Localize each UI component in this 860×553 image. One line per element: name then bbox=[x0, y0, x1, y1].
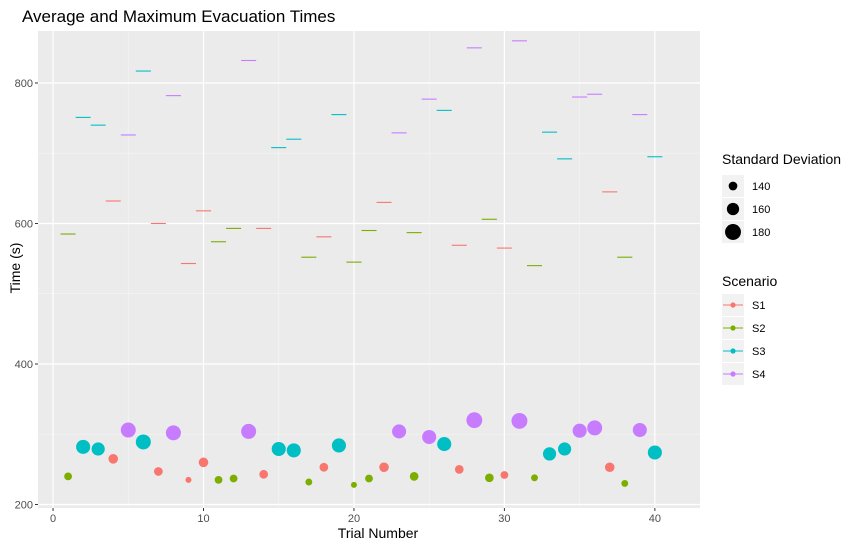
avg-time-point bbox=[64, 472, 72, 481]
avg-time-point bbox=[120, 422, 136, 438]
chart-title: Average and Maximum Evacuation Times bbox=[22, 7, 335, 26]
avg-time-point bbox=[350, 481, 357, 488]
avg-time-point bbox=[365, 474, 373, 483]
avg-time-point bbox=[587, 420, 603, 436]
x-tick-label: 40 bbox=[649, 513, 661, 525]
y-tick-label: 200 bbox=[15, 499, 33, 511]
avg-time-point bbox=[454, 465, 464, 474]
avg-time-point bbox=[604, 462, 615, 473]
avg-time-points bbox=[64, 412, 662, 488]
avg-time-point bbox=[331, 438, 346, 453]
avg-time-point bbox=[271, 441, 286, 457]
y-tick-label: 800 bbox=[15, 78, 33, 90]
avg-time-point bbox=[319, 462, 329, 472]
x-tick-label: 10 bbox=[197, 513, 209, 525]
avg-time-point bbox=[557, 442, 572, 456]
size-legend-label: 180 bbox=[752, 227, 770, 239]
avg-time-point bbox=[466, 412, 483, 429]
avg-time-point bbox=[91, 442, 105, 456]
scenario-legend-dot bbox=[730, 302, 736, 308]
avg-time-point bbox=[259, 469, 269, 479]
avg-time-point bbox=[76, 439, 91, 454]
avg-time-point bbox=[485, 473, 494, 483]
avg-time-point bbox=[422, 429, 437, 445]
size-legend-label: 140 bbox=[752, 181, 770, 193]
avg-time-point bbox=[185, 476, 192, 483]
x-axis-ticks: 0 10 20 30 40 bbox=[50, 508, 661, 525]
x-tick-label: 30 bbox=[498, 513, 510, 525]
avg-time-point bbox=[392, 424, 407, 439]
size-legend-label: 160 bbox=[752, 204, 770, 216]
avg-time-point bbox=[229, 474, 238, 483]
avg-time-point bbox=[511, 412, 528, 429]
avg-time-point bbox=[165, 425, 181, 441]
avg-time-point bbox=[437, 437, 452, 452]
avg-time-point bbox=[241, 423, 257, 439]
avg-time-point bbox=[531, 474, 538, 482]
avg-time-point bbox=[572, 423, 587, 438]
scenario-legend-title: Scenario bbox=[722, 273, 777, 289]
size-legend: Standard Deviation 140 160 180 bbox=[722, 151, 841, 243]
x-tick-label: 20 bbox=[348, 513, 360, 525]
avg-time-point bbox=[286, 443, 301, 458]
scenario-legend-dot bbox=[730, 348, 736, 354]
scenario-legend: Scenario S1 S2 S3 S4 bbox=[722, 273, 777, 385]
y-tick-label: 600 bbox=[15, 218, 33, 230]
x-axis-label: Trial Number bbox=[338, 525, 419, 541]
scenario-legend-label: S1 bbox=[752, 300, 765, 312]
y-axis-label: Time (s) bbox=[7, 243, 23, 294]
scenario-legend-label: S3 bbox=[752, 346, 765, 358]
avg-time-point bbox=[647, 445, 662, 460]
avg-time-point bbox=[135, 434, 151, 450]
avg-time-point bbox=[305, 478, 313, 486]
scenario-legend-dot bbox=[730, 325, 736, 331]
avg-time-point bbox=[621, 479, 629, 487]
size-legend-key bbox=[728, 181, 738, 191]
max-time-marks bbox=[60, 40, 663, 267]
x-tick-label: 0 bbox=[50, 513, 56, 525]
y-tick-label: 400 bbox=[15, 359, 33, 371]
scenario-legend-label: S2 bbox=[752, 323, 765, 335]
y-axis-ticks: 200 400 600 800 bbox=[15, 78, 38, 511]
avg-time-point bbox=[198, 457, 209, 468]
avg-time-point bbox=[154, 467, 163, 476]
avg-time-point bbox=[409, 472, 419, 481]
avg-time-point bbox=[500, 471, 509, 479]
avg-time-point bbox=[542, 447, 557, 461]
size-legend-title: Standard Deviation bbox=[722, 151, 841, 167]
avg-time-point bbox=[108, 454, 119, 464]
avg-time-point bbox=[632, 422, 647, 438]
avg-time-point bbox=[379, 462, 389, 473]
grid-lines bbox=[38, 31, 700, 508]
avg-time-point bbox=[214, 475, 223, 484]
plot-panel bbox=[38, 31, 700, 508]
scenario-legend-label: S4 bbox=[752, 369, 765, 381]
size-legend-key bbox=[725, 224, 741, 240]
size-legend-key bbox=[726, 202, 740, 216]
scenario-legend-dot bbox=[730, 371, 736, 377]
